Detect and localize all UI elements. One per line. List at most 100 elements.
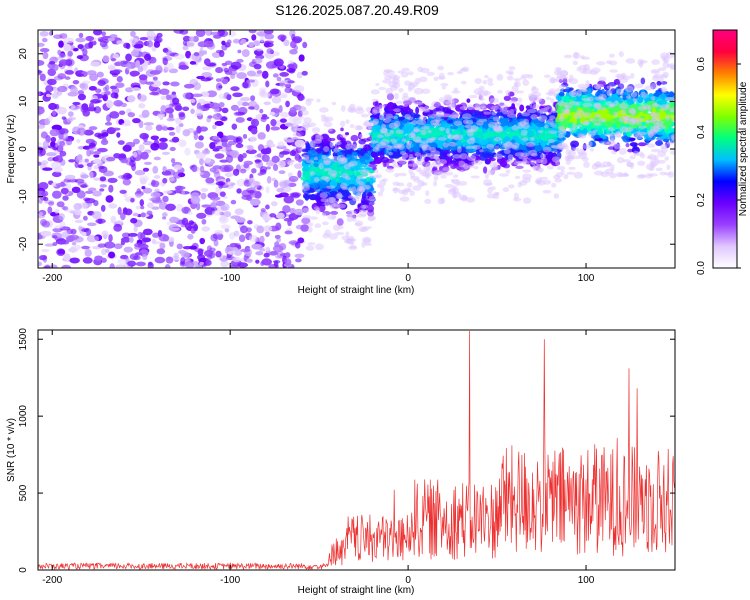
spectrogram-cell <box>392 181 400 186</box>
spectrogram-cell <box>125 141 136 148</box>
spectrogram-cell <box>447 71 454 76</box>
spectrogram-cell <box>395 100 404 105</box>
spectrogram-cell <box>294 139 305 148</box>
spectrogram-cell <box>534 135 541 140</box>
spectrogram-cell <box>377 191 383 197</box>
spectrogram-cell <box>201 226 211 232</box>
spectrogram-cell <box>269 111 276 116</box>
spectrogram-cell <box>204 157 212 164</box>
spectrogram-cell <box>285 100 290 108</box>
spectrogram-cell <box>205 76 214 81</box>
spectrogram-cell <box>146 40 154 48</box>
spectrogram-cell <box>460 80 467 85</box>
spectrogram-cell <box>449 160 456 164</box>
spectrogram-cell <box>598 76 607 82</box>
spectrogram-cell <box>214 145 223 150</box>
spectrogram-cell <box>120 240 125 246</box>
spectrogram-cell <box>230 86 240 92</box>
spectrogram-cell <box>218 93 225 100</box>
spectrogram-cell <box>364 242 373 246</box>
spectrogram-cell <box>189 245 198 250</box>
spectrogram-cell <box>283 195 295 204</box>
spectrogram-cell <box>279 80 286 88</box>
spectrogram-cell <box>112 53 119 59</box>
spectrogram-cell <box>202 149 211 155</box>
spectrogram-cell <box>433 76 439 82</box>
spectrogram-cell <box>293 208 304 216</box>
spectrogram-cell <box>344 132 350 136</box>
spectrogram-cell <box>193 132 199 140</box>
spectrogram-cell <box>187 233 194 240</box>
spectrogram-cell <box>47 78 57 86</box>
spectrogram-cell <box>484 91 491 96</box>
spectrogram-cell <box>313 156 319 161</box>
spectrogram-cell <box>447 142 458 147</box>
spectrogram-cell <box>420 140 430 145</box>
spectrogram-cell <box>369 140 379 144</box>
spectrogram-cell <box>86 149 92 157</box>
spectrogram-cell <box>125 173 133 179</box>
spectrogram-cell <box>275 222 282 231</box>
spectrogram-cell <box>94 132 103 138</box>
spectrogram-cell <box>75 37 86 43</box>
spectrogram-cell <box>224 172 234 178</box>
spectrogram-cell <box>215 82 223 91</box>
spectrogram-cell <box>517 121 524 126</box>
spectrogram-cell <box>261 113 268 118</box>
spectrogram-cell <box>288 213 299 221</box>
spectrogram-cell <box>472 144 481 150</box>
spectrogram-cell <box>169 216 179 224</box>
spectrogram-cell <box>38 146 43 154</box>
spectrogram-cell <box>161 126 169 131</box>
spectrogram-cell <box>97 218 103 224</box>
spectrogram-cell <box>348 186 353 192</box>
spectrogram-cell <box>393 120 401 128</box>
spectrogram-cell <box>182 92 192 100</box>
spectrogram-cell <box>38 124 45 129</box>
spectrogram-cell <box>85 35 95 42</box>
spectrogram-cell <box>355 192 362 200</box>
spectrogram-cell <box>638 174 646 178</box>
spectrogram-cell <box>347 169 353 177</box>
spectrogram-cell <box>135 60 141 68</box>
spectrogram-cell <box>221 78 229 85</box>
spectrogram-cell <box>359 134 364 139</box>
spectrogram-cell <box>259 165 268 173</box>
spectrogram-cell <box>355 170 360 176</box>
spectrogram-cell <box>499 159 508 168</box>
spectrogram-cell <box>151 206 160 210</box>
spectrogram-cell <box>212 135 220 140</box>
spectrogram-cell <box>56 106 68 115</box>
spectrogram-cell <box>67 111 74 117</box>
spectrogram-cell <box>407 160 415 164</box>
spectrogram-cell <box>447 133 452 139</box>
spectrogram-cell <box>77 164 84 169</box>
spectrogram-cell <box>157 229 163 237</box>
spectrogram-cell <box>146 202 154 209</box>
spectrogram-cell <box>407 82 416 90</box>
spectrogram-cell <box>175 185 183 194</box>
spectrogram-cell <box>326 185 336 190</box>
spectrogram-cell <box>195 202 201 211</box>
spectrogram-cell <box>644 85 654 91</box>
spectrogram-cell <box>301 110 309 116</box>
spectrogram-cell <box>162 234 170 242</box>
spectrogram-cell <box>545 92 554 96</box>
spectrogram-cell <box>367 205 374 213</box>
spectrogram-cell <box>247 220 253 225</box>
spectrogram-cell <box>583 120 590 126</box>
spectrogram-cell <box>289 106 297 114</box>
spectrogram-cell <box>107 37 116 42</box>
spectrogram-cell <box>318 162 324 170</box>
spectrogram-cell <box>523 197 532 204</box>
spectrogram-cell <box>169 227 181 231</box>
spectrogram-cell <box>51 110 57 116</box>
spectrogram-cell <box>175 125 181 134</box>
spectrogram-cell <box>443 94 453 100</box>
spectrogram-cell <box>92 190 102 197</box>
spectrogram-cell <box>85 190 94 194</box>
spectrogram-cell <box>484 173 489 179</box>
spectrogram-cell <box>546 96 551 101</box>
spectrogram-cell <box>221 40 226 46</box>
spectrogram-cell <box>290 193 300 199</box>
